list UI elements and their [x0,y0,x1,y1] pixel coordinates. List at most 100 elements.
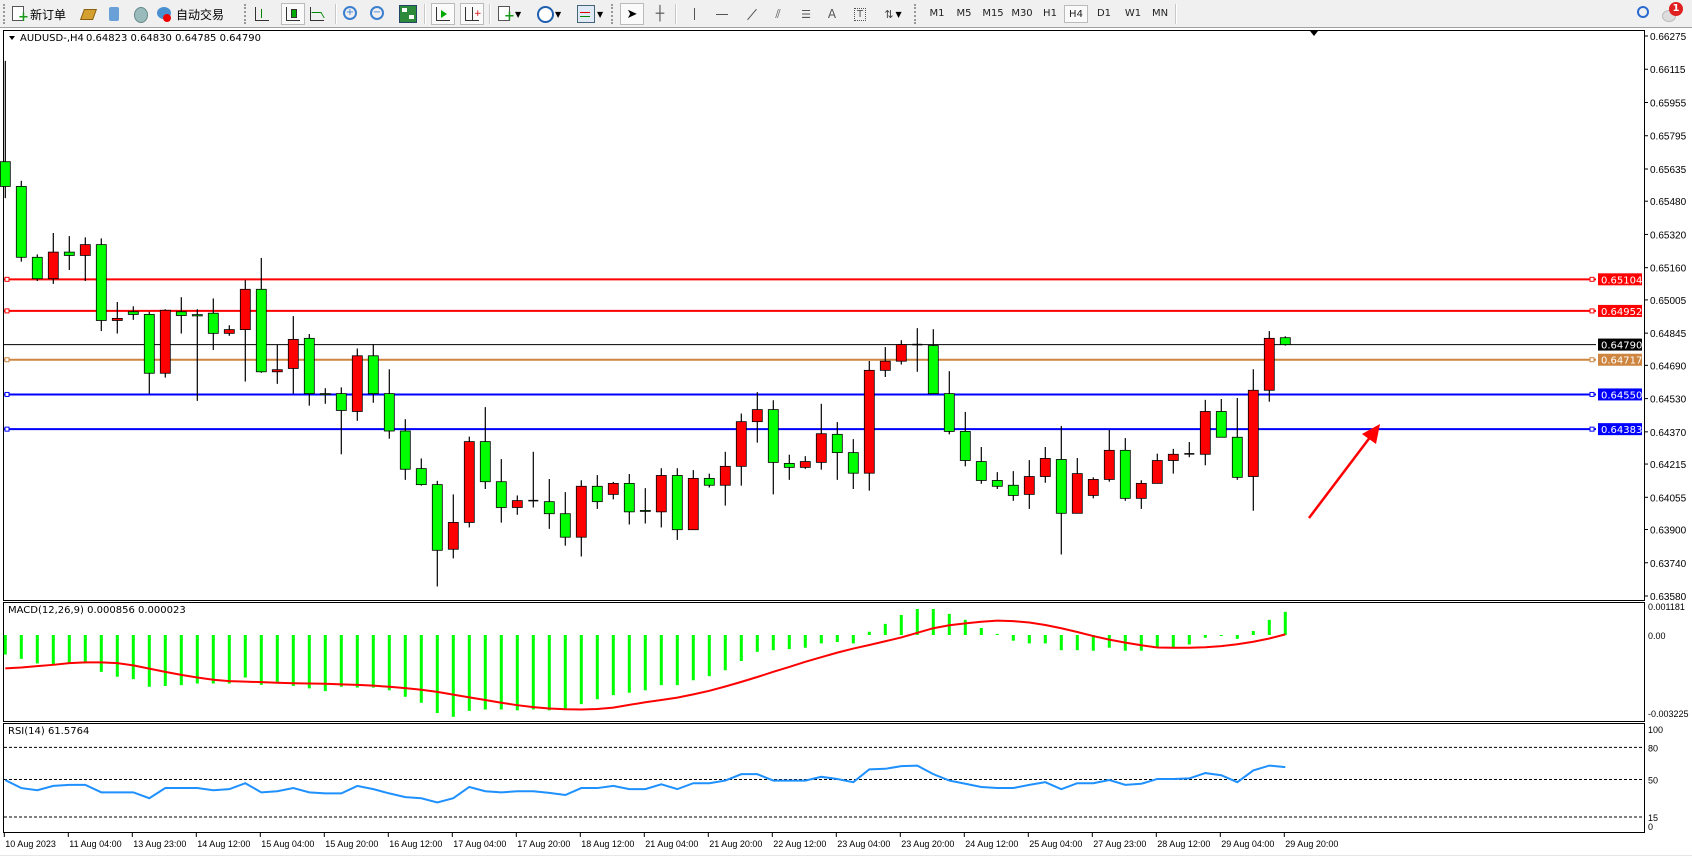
navigator-button[interactable] [132,4,148,24]
timeframe-h1-button[interactable]: H1 [1043,8,1057,19]
market-watch-button[interactable] [79,4,98,24]
new-order-icon: + [10,6,29,24]
vertical-line-tool-button[interactable] [686,4,702,24]
line-anchor-handle[interactable] [1589,276,1595,282]
notifications-button[interactable]: 1 [1660,2,1684,24]
macd-histogram-bar [803,635,807,648]
toolbar-grip[interactable] [914,4,918,24]
toolbar-grip[interactable] [3,4,7,24]
horizontal-line-tool-button[interactable] [714,4,730,24]
timeframe-d1-button[interactable]: D1 [1096,8,1112,19]
macd-histogram-bar [835,635,839,643]
line-anchor-handle[interactable] [4,357,10,363]
macd-histogram-bar [915,608,919,635]
timeframe-mn-button[interactable]: MN [1151,8,1169,19]
periods-button[interactable]: ▼ [537,4,561,24]
macd-histogram-bar [659,635,663,686]
chart-shift-button[interactable] [431,3,455,25]
macd-histogram-bar [435,635,439,714]
line-chart-button[interactable] [310,4,325,24]
candlestick-chart-button[interactable] [281,3,305,25]
line-anchor-handle[interactable] [1589,357,1595,363]
macd-histogram-bar [531,635,535,710]
zoom-in-button[interactable]: + [343,4,359,24]
bar-chart-button[interactable] [255,4,269,24]
price-tick-label: 0.65635 [1650,165,1687,176]
timeframe-h4-button[interactable]: H4 [1064,5,1088,23]
macd-histogram-bar [707,635,711,677]
candle-body-bull [447,522,459,550]
cursor-tool-button[interactable]: ➤ [620,3,644,25]
price-tick-label: 0.65005 [1650,296,1687,307]
crosshair-tool-button[interactable]: ┼ [652,4,668,24]
timeframe-m5-button[interactable]: M5 [956,8,972,19]
search-button[interactable] [1635,4,1651,24]
line-anchor-handle[interactable] [1589,308,1595,314]
time-tick-label: 23 Aug 04:00 [837,839,890,849]
candle-body-bull [607,482,619,495]
macd-histogram-bar [579,635,583,705]
timeframe-m30-button[interactable]: M30 [1011,8,1033,19]
price-axis[interactable]: 0.66275 0.66115 0.65955 0.65795 0.65635 0.654… [1644,32,1687,603]
zoom-out-button[interactable]: − [370,4,386,24]
line-anchor-handle[interactable] [4,426,10,432]
line-anchor-handle[interactable] [4,276,10,282]
macd-histogram-bar [1203,635,1207,638]
line-anchor-handle[interactable] [4,391,10,397]
line-anchor-handle[interactable] [1589,391,1595,397]
macd-histogram-bar [1139,635,1143,651]
candle-body-bear [191,314,203,317]
time-tick-label: 21 Aug 04:00 [645,839,698,849]
candle-body-bear [1055,459,1067,514]
candle-body-bear [303,337,315,395]
time-tick-label: 22 Aug 12:00 [773,839,826,849]
line-anchor-handle[interactable] [1589,426,1595,432]
time-axis[interactable]: 10 Aug 2023 11 Aug 04:00 13 Aug 23:00 14 Au… [3,833,1338,849]
text-tool-button[interactable]: A [824,4,840,24]
price-tag-label: 0.64383 [1601,425,1642,436]
macd-histogram-bar [1251,630,1255,635]
auto-scroll-button[interactable]: + [460,3,484,25]
equidistant-channel-tool-button[interactable]: ⫽ [770,4,786,24]
candle-body-bear [495,481,507,508]
price-tag [1598,388,1642,401]
chevron-down-icon[interactable]: ▼ [597,9,604,19]
timeframe-m1-button[interactable]: M1 [929,8,945,19]
timeframe-w1-button[interactable]: W1 [1124,8,1142,19]
data-window-button[interactable] [106,4,122,24]
text-label-tool-button[interactable]: T [852,4,868,24]
auto-trading-button[interactable]: 自动交易 [156,4,224,24]
candle-body-bull [575,485,587,538]
time-tick-label: 23 Aug 20:00 [901,839,954,849]
horizontal-lines[interactable] [4,276,1596,432]
macd-histogram-bar [1107,635,1111,648]
candle-body-bull [1263,337,1275,391]
chevron-down-icon[interactable]: ▼ [515,9,522,19]
timeframe-m15-button[interactable]: M15 [982,8,1004,19]
template-icon [577,5,595,23]
chevron-down-icon[interactable]: ▼ [895,9,902,19]
toolbar-grip[interactable] [244,4,248,24]
chevron-down-icon[interactable]: ▼ [555,9,562,19]
time-tick-label: 27 Aug 23:00 [1093,839,1146,849]
fibonacci-tool-button[interactable]: ☰ [798,4,814,24]
chart-menu-triangle-icon[interactable] [9,36,15,40]
arrows-tool-button[interactable]: ⇅ ▼ [880,4,906,24]
red-arrow-annotation[interactable] [1308,424,1380,519]
candle-body-bull [799,461,811,468]
price-tag [1598,423,1642,436]
macd-histogram-bar [1171,635,1175,648]
indicators-button[interactable]: + ▼ [497,4,521,24]
new-order-button[interactable]: + 新订单 [10,4,66,24]
line-anchor-handle[interactable] [4,308,10,314]
chart-shift-marker-icon[interactable] [1310,31,1318,36]
macd-histogram-bar [1219,635,1223,636]
rsi-axis-label: 50 [1648,776,1658,786]
toolbar-grip[interactable] [611,4,615,24]
templates-button[interactable]: ▼ [577,4,603,24]
trendline-tool-button[interactable] [744,4,760,24]
tile-windows-button[interactable] [399,4,417,24]
trendline-icon [747,8,757,20]
candle-body-bear [415,468,427,486]
